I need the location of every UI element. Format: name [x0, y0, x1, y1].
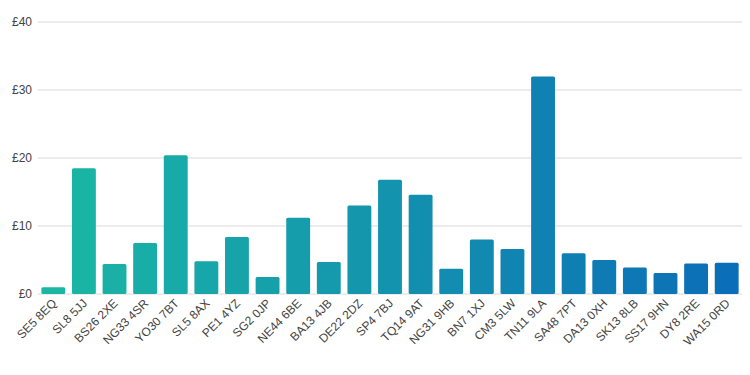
y-tick-label: £10 — [12, 219, 32, 233]
bar — [592, 260, 616, 294]
bar — [378, 180, 402, 294]
bar — [623, 267, 647, 294]
bar — [409, 195, 433, 294]
y-tick-label: £30 — [12, 83, 32, 97]
bar — [562, 253, 586, 294]
bar — [225, 237, 249, 294]
bar — [439, 269, 463, 294]
bar — [103, 264, 127, 294]
x-tick-label: SE5 8EQ — [14, 296, 59, 341]
bar — [684, 263, 708, 294]
bar — [347, 206, 371, 294]
x-tick-label: DE22 2DZ — [316, 296, 366, 346]
x-tick-label: WA15 0RD — [681, 296, 733, 348]
bar — [286, 218, 310, 294]
y-tick-label: £0 — [19, 287, 33, 301]
bar — [133, 243, 157, 294]
bar — [500, 249, 524, 294]
grid-line — [38, 22, 742, 23]
bar — [654, 273, 678, 294]
bar — [256, 277, 280, 294]
bar — [470, 240, 494, 294]
bar — [41, 287, 65, 294]
bars — [41, 76, 738, 294]
chart-svg: £0£10£20£30£40SE5 8EQSL8 5JJBS26 2XENG33… — [0, 0, 750, 375]
bar — [531, 76, 555, 294]
bar — [317, 262, 341, 294]
bar — [194, 261, 218, 294]
x-tick-label: NG31 9HB — [406, 296, 457, 347]
y-tick-label: £20 — [12, 151, 32, 165]
grid-line — [38, 90, 742, 91]
bar — [72, 168, 96, 294]
grid-line — [38, 158, 742, 159]
y-tick-label: £40 — [12, 15, 32, 29]
bar — [715, 263, 739, 294]
chart-container: £0£10£20£30£40SE5 8EQSL8 5JJBS26 2XENG33… — [0, 0, 750, 375]
x-tick-label: YO30 7BT — [132, 296, 182, 346]
bar — [164, 155, 188, 294]
